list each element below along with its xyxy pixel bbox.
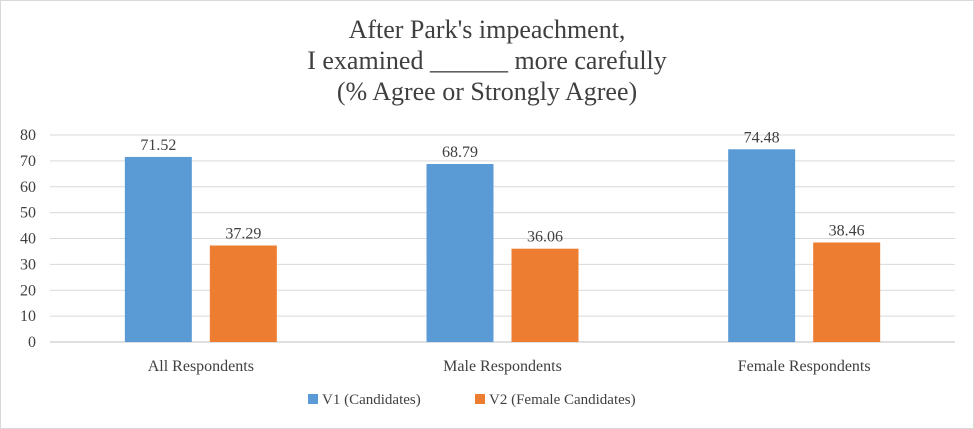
bar-v2-2 xyxy=(813,242,881,342)
legend[interactable]: V1 (Candidates) V2 (Female Candidates) xyxy=(308,392,636,408)
data-label: 38.46 xyxy=(829,222,865,239)
bar-v1-1 xyxy=(426,164,494,342)
y-tick-label: 60 xyxy=(20,179,36,196)
data-labels: 71.52 37.29 68.79 36.06 74.48 38.46 xyxy=(140,129,864,245)
chart-title-line-3: (% Agree or Strongly Agree) xyxy=(336,77,638,106)
y-axis-tick-labels: 0 10 20 30 40 50 60 70 80 xyxy=(20,127,36,351)
data-label: 74.48 xyxy=(744,129,780,146)
legend-swatch xyxy=(475,394,485,404)
bar-v1-2 xyxy=(728,149,796,342)
legend-label: V2 (Female Candidates) xyxy=(489,392,636,408)
chart-title: After Park's impeachment, I examined ___… xyxy=(0,14,974,107)
bar-v2-1 xyxy=(511,248,579,342)
bar-v2-0 xyxy=(209,245,277,342)
chart-title-line-2: I examined ______ more carefully xyxy=(307,46,667,75)
gridlines xyxy=(50,134,955,343)
x-tick-label: Female Respondents xyxy=(738,358,871,375)
data-label: 37.29 xyxy=(225,226,261,243)
x-tick-label: All Respondents xyxy=(148,358,254,375)
legend-label: V1 (Candidates) xyxy=(322,392,421,408)
data-label: 36.06 xyxy=(527,229,563,246)
legend-item-v2[interactable]: V2 (Female Candidates) xyxy=(475,392,636,408)
y-tick-label: 40 xyxy=(20,231,36,248)
data-label: 68.79 xyxy=(442,144,478,161)
y-tick-label: 70 xyxy=(20,153,36,170)
y-tick-label: 10 xyxy=(20,308,36,325)
x-tick-label: Male Respondents xyxy=(443,358,562,375)
x-axis-tick-labels: All Respondents Male Respondents Female Re… xyxy=(148,358,871,375)
legend-item-v1[interactable]: V1 (Candidates) xyxy=(308,392,421,408)
bars xyxy=(124,149,881,342)
y-tick-label: 80 xyxy=(20,127,36,144)
y-tick-label: 30 xyxy=(20,256,36,273)
y-tick-label: 50 xyxy=(20,205,36,222)
bar-v1-0 xyxy=(124,156,192,342)
legend-swatch xyxy=(308,394,318,404)
chart-title-line-1: After Park's impeachment, xyxy=(348,15,626,44)
y-tick-label: 20 xyxy=(20,282,36,299)
y-tick-label: 0 xyxy=(28,334,36,351)
data-label: 71.52 xyxy=(140,137,176,154)
